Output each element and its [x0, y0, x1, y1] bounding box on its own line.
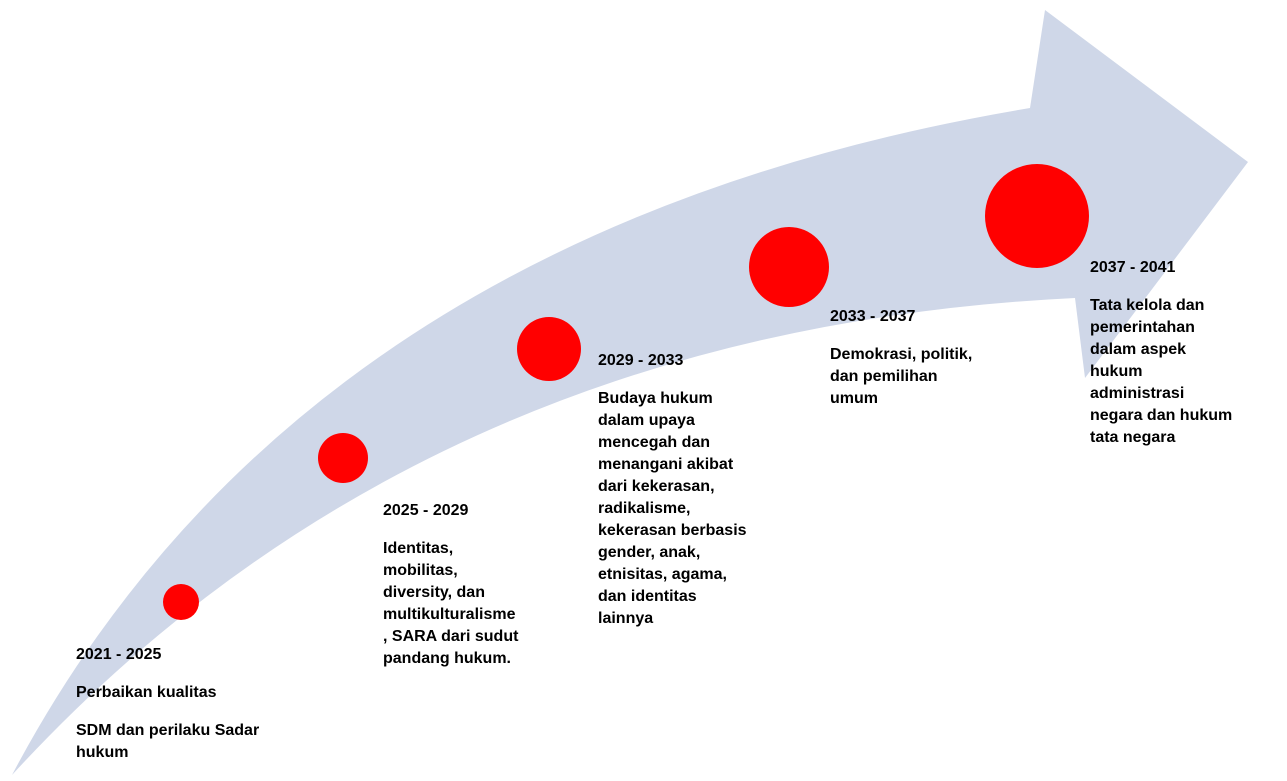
description-line: dan identitas	[598, 588, 697, 605]
milestone-description: Perbaikan kualitas	[76, 682, 259, 704]
description-line: dalam upaya	[598, 412, 695, 429]
milestone-description: Demokrasi, politik, dan pemilihan umum	[830, 344, 972, 410]
milestone-dot	[749, 227, 829, 307]
milestone-period: 2021 - 2025	[76, 646, 162, 663]
description-line: tata negara	[1090, 429, 1176, 446]
milestone-period: 2033 - 2037	[830, 308, 916, 325]
description-line: hukum	[76, 744, 129, 761]
milestone-text: 2021 - 2025 Perbaikan kualitas SDM dan per…	[76, 644, 259, 764]
milestone-period: 2025 - 2029	[383, 502, 469, 519]
description-line: SDM dan perilaku Sadar	[76, 722, 260, 739]
description-line: mencegah dan	[598, 434, 711, 451]
description-line: diversity, dan	[383, 584, 485, 601]
milestone-period: 2029 - 2033	[598, 352, 684, 369]
milestone-description: SDM dan perilaku Sadar hukum	[76, 720, 259, 764]
description-line: radikalisme,	[598, 500, 691, 517]
description-line: Demokrasi, politik,	[830, 346, 973, 363]
milestone-description: Identitas, mobilitas, diversity, dan multik…	[383, 538, 518, 670]
description-line: Perbaikan kualitas	[76, 684, 217, 701]
description-line: negara dan hukum	[1090, 407, 1233, 424]
milestone-text: 2029 - 2033 Budaya hukum dalam upaya menceg…	[598, 350, 747, 630]
description-line: etnisitas, agama,	[598, 566, 727, 583]
description-line: , SARA dari sudut	[383, 628, 519, 645]
description-line: Identitas,	[383, 540, 454, 557]
description-line: dari kekerasan,	[598, 478, 715, 495]
description-line: multikulturalisme	[383, 606, 516, 623]
description-line: pemerintahan	[1090, 319, 1195, 336]
milestone-text: 2025 - 2029 Identitas, mobilitas, diversity…	[383, 500, 518, 670]
milestone-dot	[318, 433, 368, 483]
milestone-text: 2037 - 2041 Tata kelola dan pemerintahan da…	[1090, 257, 1232, 449]
description-line: Budaya hukum	[598, 390, 713, 407]
description-line: mobilitas,	[383, 562, 458, 579]
description-line: pandang hukum.	[383, 650, 511, 667]
description-line: Tata kelola dan	[1090, 297, 1205, 314]
description-line: hukum	[1090, 363, 1143, 380]
description-line: administrasi	[1090, 385, 1185, 402]
milestone-dot	[985, 164, 1089, 268]
description-line: menangani akibat	[598, 456, 734, 473]
description-line: dan pemilihan	[830, 368, 938, 385]
curved-arrow	[12, 10, 1248, 775]
milestone-text: 2033 - 2037 Demokrasi, politik, dan pemili…	[830, 306, 972, 410]
milestone-period: 2037 - 2041	[1090, 259, 1176, 276]
milestone-dot	[517, 317, 581, 381]
description-line: umum	[830, 390, 878, 407]
description-line: dalam aspek	[1090, 341, 1187, 358]
description-line: lainnya	[598, 610, 654, 627]
description-line: kekerasan berbasis	[598, 522, 747, 539]
milestone-description: Tata kelola dan pemerintahan dalam aspek hu…	[1090, 295, 1232, 449]
milestone-description: Budaya hukum dalam upaya mencegah dan menan…	[598, 388, 747, 630]
milestone-dot	[163, 584, 199, 620]
description-line: gender, anak,	[598, 544, 701, 561]
